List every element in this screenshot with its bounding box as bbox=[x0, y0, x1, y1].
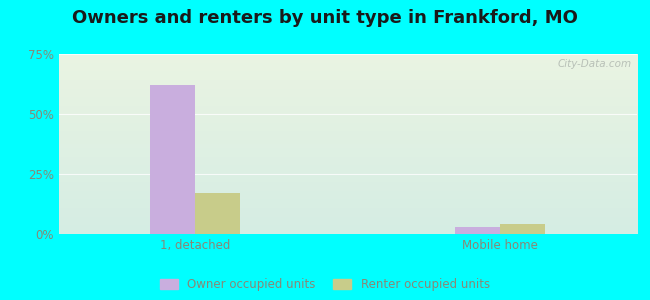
Bar bbox=[456, 227, 500, 234]
Text: City-Data.com: City-Data.com bbox=[557, 59, 631, 69]
Bar bbox=[195, 193, 240, 234]
Text: Owners and renters by unit type in Frankford, MO: Owners and renters by unit type in Frank… bbox=[72, 9, 578, 27]
Bar bbox=[500, 224, 545, 234]
Legend: Owner occupied units, Renter occupied units: Owner occupied units, Renter occupied un… bbox=[161, 278, 489, 291]
Bar bbox=[150, 85, 195, 234]
